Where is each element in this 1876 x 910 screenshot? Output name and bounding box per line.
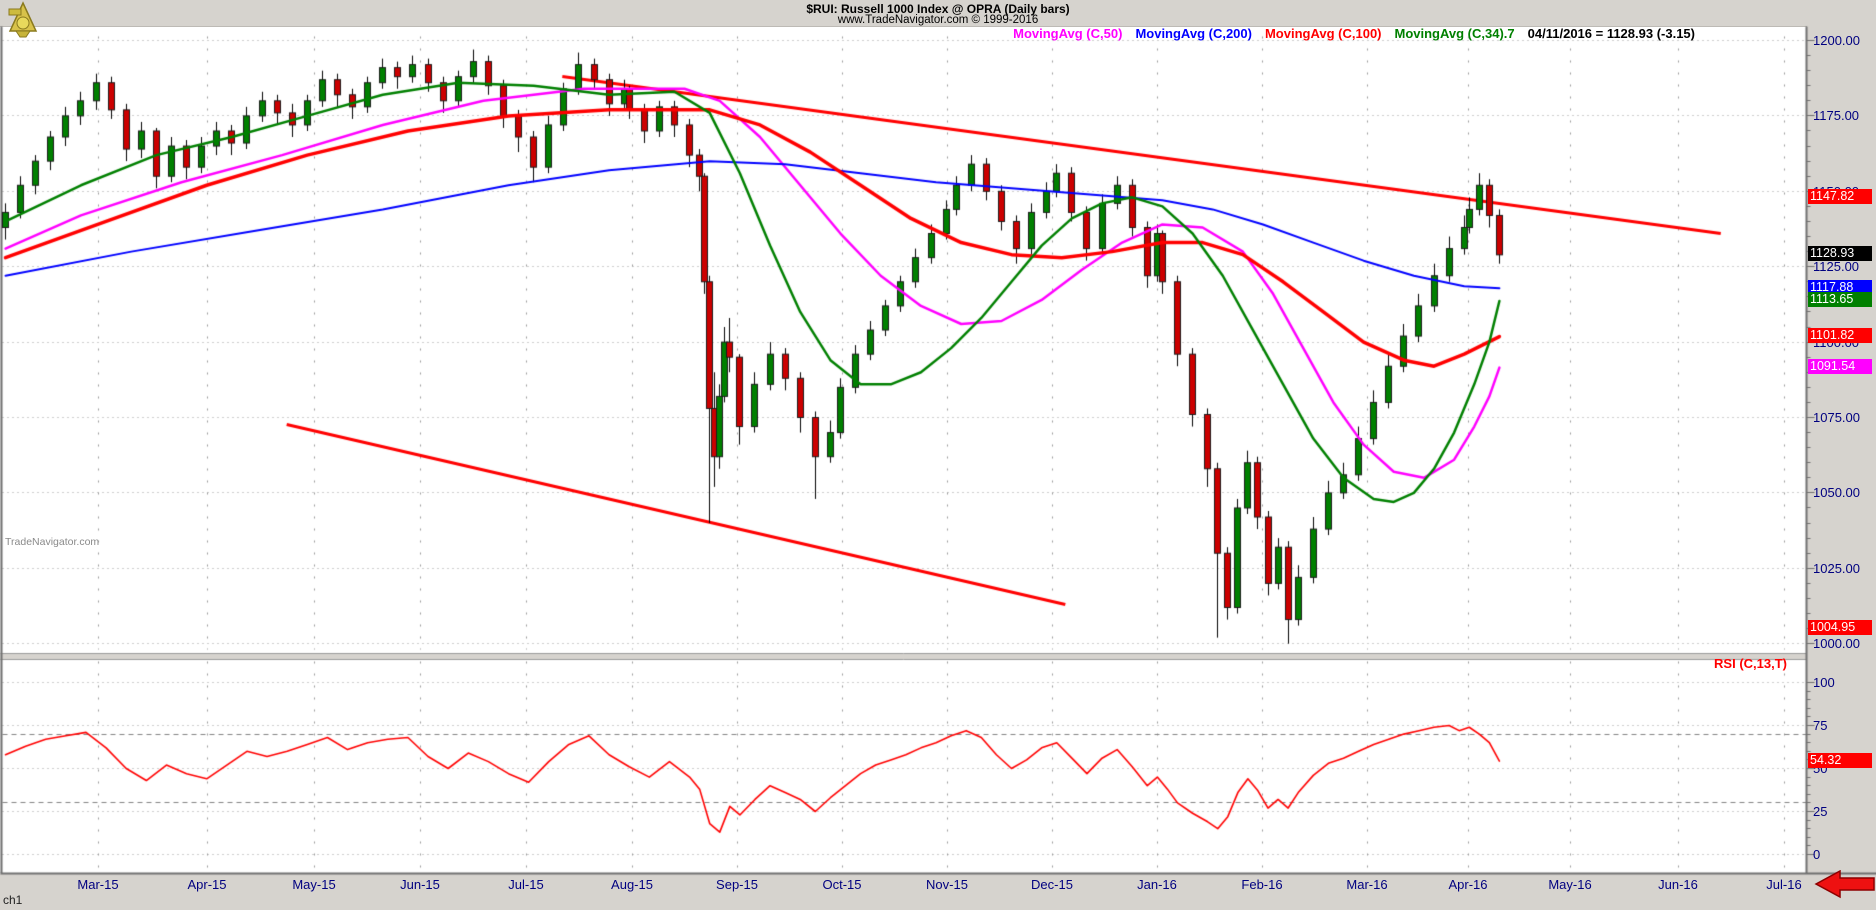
x-axis-month-label: Sep-15	[716, 877, 758, 892]
chart-tab-label[interactable]: ch1	[3, 893, 23, 907]
rsi-axis-label: 75	[1813, 718, 1828, 733]
x-axis-month-label: Apr-15	[187, 877, 227, 892]
price-value-badge: 1128.93	[1808, 246, 1872, 262]
price-value-badge: 1004.95	[1808, 620, 1872, 636]
x-axis-month-label: Aug-15	[611, 877, 653, 892]
price-axis-label: 1025.00	[1813, 560, 1860, 576]
rsi-indicator-label[interactable]: RSI (C,13,T)	[1714, 656, 1787, 671]
indicator-legend: MovingAvg (C,50) MovingAvg (C,200) MovingA…	[1013, 26, 1695, 41]
legend-item-0[interactable]: MovingAvg (C,50)	[1013, 26, 1123, 41]
price-value-badge: 1101.82	[1808, 328, 1872, 344]
price-axis-label: 1175.00	[1813, 108, 1860, 124]
x-axis-month-label: Dec-15	[1031, 877, 1073, 892]
x-axis-month-label: May-16	[1548, 877, 1592, 892]
price-value-badge: 1091.54	[1808, 359, 1872, 375]
price-axis-label: 1200.00	[1813, 33, 1860, 48]
x-axis-month-label: Jul-15	[508, 877, 544, 892]
tradenavigator-logo-icon	[8, 1, 38, 38]
x-axis-month-label: Jun-15	[400, 877, 440, 892]
scroll-left-button[interactable]	[1814, 870, 1876, 900]
x-axis-month-label: Jul-16	[1766, 877, 1802, 892]
price-axis-label: 1125.00	[1813, 259, 1860, 275]
x-axis-month-label: Nov-15	[926, 877, 968, 892]
legend-item-1[interactable]: MovingAvg (C,200)	[1135, 26, 1252, 41]
x-axis-month-label: Mar-15	[77, 877, 119, 892]
chart-title: $RUI: Russell 1000 Index @ OPRA (Daily b…	[806, 2, 1070, 16]
price-value-badge: 1117.88	[1808, 279, 1872, 295]
x-axis-month-label: Jun-16	[1658, 877, 1698, 892]
x-axis-month-label: May-15	[292, 877, 336, 892]
rsi-value-badge: 54.32	[1808, 752, 1872, 768]
price-axis-label: 1050.00	[1813, 485, 1860, 501]
rsi-axis-label: 0	[1813, 847, 1821, 862]
rsi-axis-label: 100	[1813, 675, 1835, 690]
price-value-badge: 1113.65	[1808, 292, 1872, 308]
legend-item-3[interactable]: MovingAvg (C,34).7	[1394, 26, 1515, 41]
x-axis-month-label: Apr-16	[1448, 877, 1488, 892]
price-value-badge: 1147.82	[1808, 189, 1872, 205]
x-axis-month-label: Jan-16	[1137, 877, 1177, 892]
legend-item-2[interactable]: MovingAvg (C,100)	[1264, 26, 1382, 41]
chart-subtitle: www.TradeNavigator.com © 1999-2016	[837, 14, 1039, 26]
rsi-axis-label: 25	[1813, 804, 1828, 819]
x-axis-month-label: Mar-16	[1346, 877, 1388, 892]
x-axis-month-label: Feb-16	[1241, 877, 1283, 892]
price-axis-label: 1075.00	[1813, 410, 1860, 425]
x-axis-month-label: Oct-15	[822, 877, 862, 892]
watermark-text: TradeNavigator.com	[5, 536, 100, 548]
price-axis-label: 1000.00	[1813, 636, 1860, 652]
last-bar-readout: 04/11/2016 = 1128.93 (-3.15)	[1527, 26, 1695, 41]
